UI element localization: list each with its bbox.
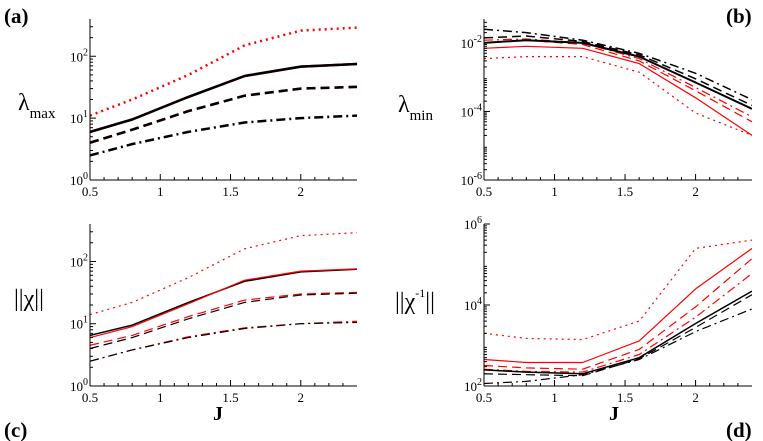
panel-d-letter: (d) xyxy=(726,418,752,441)
panel-a-series-2 xyxy=(90,62,357,134)
panel-c-series-3 xyxy=(90,291,357,346)
panel-b-series-4 xyxy=(484,39,752,110)
panel-b-series-0 xyxy=(484,55,752,136)
panel-c-x-tick-label: 0.5 xyxy=(82,390,98,405)
panel-b-x-tick-label: 1 xyxy=(551,184,558,199)
panel-d-series-4 xyxy=(484,290,752,375)
panel-d-x-tick-label: 0.5 xyxy=(476,390,492,405)
panel-d-series-6 xyxy=(484,308,752,385)
panel-d: (d) ||χ-1|| J 0.5 1 1.5 2 102 104 106 xyxy=(395,215,752,441)
panel-a: (a) λmax 0.5 1 1.5 2 100 101 102 xyxy=(4,4,357,199)
panel-a-ylabel: λmax xyxy=(18,90,56,122)
panel-b-series-1 xyxy=(484,45,752,136)
panel-a-series-3 xyxy=(90,85,357,144)
panel-d-series-3 xyxy=(484,273,752,373)
plot-area-a: 0.5 1 1.5 2 100 101 102 xyxy=(70,19,357,199)
panel-d-ylabel-main: ||χ xyxy=(395,289,416,315)
panel-b-letter: (b) xyxy=(726,4,752,28)
panel-b-series-5 xyxy=(484,35,752,107)
panel-b: (b) λmin 0.5 1 1.5 2 10-6 10-4 10-2 xyxy=(398,4,752,199)
panel-c-series-1 xyxy=(90,268,357,337)
panel-d-y-tick-label: 106 xyxy=(464,215,482,232)
panel-c-series-6 xyxy=(90,321,357,362)
panel-d-ylabel-suffix: || xyxy=(425,289,435,315)
panel-b-y-tick-label: 10-2 xyxy=(461,34,482,51)
panel-b-y-tick-label: 10-4 xyxy=(461,102,482,119)
panel-c-ylabel: ||χ|| xyxy=(14,286,44,312)
panel-a-y-tick-label: 102 xyxy=(70,47,88,64)
panel-c-x-tick-label: 1 xyxy=(157,390,164,405)
panel-a-x-tick-label: 0.5 xyxy=(82,184,98,199)
panel-d-series-2 xyxy=(484,258,752,370)
panel-d-ylabel: ||χ-1|| xyxy=(395,286,435,315)
panel-d-xlabel: J xyxy=(609,403,619,425)
panel-a-ylabel-sub: max xyxy=(30,106,56,122)
panel-d-series-group xyxy=(484,239,752,385)
panel-b-x-tick-label: 0.5 xyxy=(476,184,492,199)
panel-b-ylabel-main: λ xyxy=(398,92,410,118)
panel-b-ylabel: λmin xyxy=(398,92,433,124)
panel-d-y-tick-label: 104 xyxy=(464,296,482,313)
panel-a-series-1 xyxy=(90,62,357,134)
panel-b-x-tick-label: 2 xyxy=(692,184,699,199)
panel-c-series-group xyxy=(90,232,357,362)
panel-d-ylabel-sup: -1 xyxy=(415,286,425,300)
panel-a-x-tick-label: 1 xyxy=(157,184,164,199)
panel-c-y-tick-label: 102 xyxy=(70,252,88,269)
panel-a-series-group xyxy=(90,26,357,157)
panel-b-x-tick-label: 1.5 xyxy=(617,184,633,199)
plot-area-d: 0.5 1 1.5 2 102 104 106 xyxy=(464,215,752,405)
panel-c-xlabel: J xyxy=(213,403,223,425)
panel-a-y-tick-label: 101 xyxy=(70,109,88,126)
panel-b-ylabel-sub: min xyxy=(410,108,434,124)
panel-d-x-tick-label: 2 xyxy=(692,390,699,405)
panel-c: (c) ||χ|| J 0.5 1 1.5 2 100 101 102 xyxy=(4,224,357,441)
panel-a-series-4 xyxy=(90,85,357,144)
panel-a-ylabel-main: λ xyxy=(18,90,30,116)
panel-d-series-0 xyxy=(484,239,752,341)
panel-c-series-0 xyxy=(90,232,357,316)
panel-d-y-tick-label: 102 xyxy=(464,377,482,394)
panel-a-series-5 xyxy=(90,114,357,157)
panel-c-series-2 xyxy=(90,268,357,339)
panel-c-letter: (c) xyxy=(4,418,27,441)
panel-c-x-tick-label: 2 xyxy=(298,390,305,405)
panel-b-y-tick-label: 10-6 xyxy=(461,171,482,188)
panel-d-x-tick-label: 1 xyxy=(551,390,558,405)
panel-c-x-tick-label: 1.5 xyxy=(222,390,238,405)
panel-c-y-tick-label: 100 xyxy=(70,377,88,394)
plot-area-b: 0.5 1 1.5 2 10-6 10-4 10-2 xyxy=(461,19,752,199)
panel-a-letter: (a) xyxy=(4,4,29,28)
plot-area-c: 0.5 1 1.5 2 100 101 102 xyxy=(70,224,357,405)
panel-d-series-1 xyxy=(484,247,752,364)
panel-a-y-tick-label: 100 xyxy=(70,171,88,188)
panel-a-series-0 xyxy=(90,26,357,117)
panel-a-x-tick-label: 1.5 xyxy=(222,184,238,199)
panel-b-series-group xyxy=(484,28,752,136)
panel-d-x-tick-label: 1.5 xyxy=(617,390,633,405)
panel-b-series-6 xyxy=(484,28,752,101)
panel-c-series-4 xyxy=(90,292,357,350)
panel-a-x-tick-label: 2 xyxy=(298,184,305,199)
panel-c-y-tick-label: 101 xyxy=(70,315,88,332)
